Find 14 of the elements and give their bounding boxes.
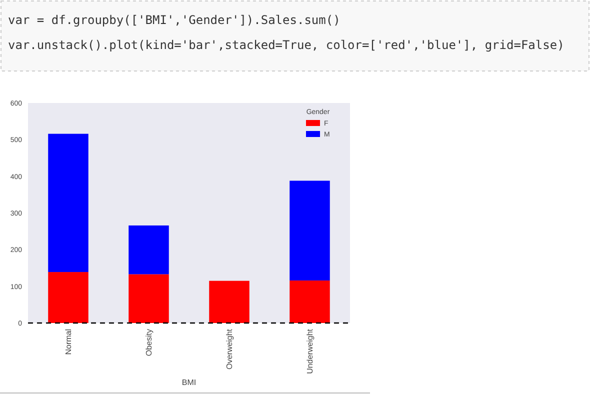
bar [128, 274, 169, 323]
x-tick-label: Normal [64, 328, 73, 355]
bar [48, 272, 88, 323]
bar [290, 180, 330, 280]
text: var = df.groupby(['BMI','Gender']).Sales.sum() [8, 13, 340, 27]
text: var.unstack().plot(kind='bar',stacked=True, color=['red','blue'], grid=False) [8, 38, 564, 52]
x-tick-label: Underweight [305, 328, 314, 374]
bar [128, 225, 169, 274]
x-tick-label: Obesity [144, 329, 154, 356]
bar [48, 134, 88, 272]
bar [209, 280, 250, 323]
x-tick-label: Overweight [224, 328, 234, 370]
x-axis-title: BMI [182, 378, 196, 387]
bar [290, 280, 330, 323]
